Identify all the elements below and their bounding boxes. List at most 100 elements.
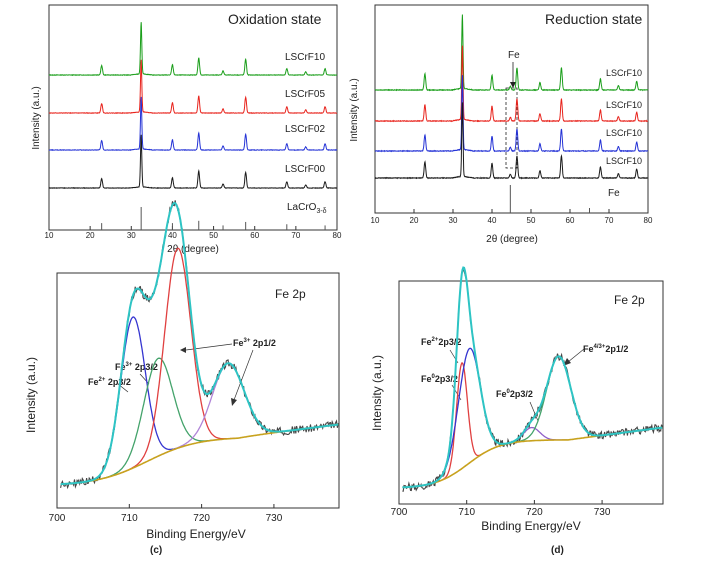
xtick-label: 710 (121, 513, 138, 524)
panel-b-plot (374, 14, 649, 213)
panel-a-series-label-3: LSCrF02 (285, 124, 325, 135)
panel-a-reference-subscript: 3-δ (316, 208, 326, 215)
panel-a-xticks: 10 20 30 40 50 60 70 80 (45, 226, 342, 240)
panel-c-arrowhead-fe3b-right (231, 398, 237, 406)
xtick-label: 50 (527, 216, 536, 225)
panel-d-title: Fe 2p (614, 293, 645, 307)
xtick-label: 10 (45, 231, 54, 240)
panel-d-annotation-fe0a-label: 2p3/2 (435, 374, 458, 384)
panel-b-series-label-1: LSCrF10 (606, 68, 642, 78)
background-fit (60, 423, 339, 485)
panel-d-ylabel: Intensity (a.u.) (370, 355, 384, 431)
panel-d-annotation-fe2-label: 2p3/2 (438, 337, 461, 347)
panel-c-plot (60, 200, 339, 490)
panel-c-ylabel: Intensity (a.u.) (24, 357, 38, 433)
panel-d-annotation-fe43-sup: 4/3+ (594, 344, 606, 350)
xrd-pattern-2 (375, 45, 649, 123)
panel-d-annotation-fe0b-sup: 0 (507, 389, 511, 395)
xtick-label: 720 (526, 507, 543, 518)
fit-component-3 (118, 247, 236, 475)
panel-c-annotation-fe3a-sup: 3+ (126, 362, 133, 368)
xrd-pattern-4 (48, 134, 337, 190)
panel-a-reference-label: LaCrO3-δ (287, 202, 327, 215)
panel-d-arrow-fe43 (567, 348, 585, 363)
xtick-label: 60 (566, 216, 575, 225)
xtick-label: 50 (209, 231, 218, 240)
panel-c: Fe 2p Intensity (a.u.) Binding Energy/eV… (24, 200, 340, 556)
panel-c-caption: (c) (150, 545, 162, 556)
xrd-pattern-3 (48, 96, 338, 152)
panel-d-xlabel: Binding Energy/eV (481, 519, 580, 533)
xrd-pattern-1 (48, 22, 338, 77)
xtick-label: 30 (449, 216, 458, 225)
xrd-pattern-2 (48, 59, 338, 115)
panel-a-series-label-4: LSCrF00 (285, 164, 325, 175)
panel-a-xlabel: 2θ (degree) (167, 244, 219, 255)
xtick-label: 10 (371, 216, 380, 225)
panel-d-annotation-fe0b-label: 2p3/2 (510, 389, 533, 399)
panel-b-fe-arrowhead (510, 82, 516, 88)
xtick-label: 30 (127, 231, 136, 240)
background-fit (402, 426, 663, 489)
panel-c-arrowhead-fe3b-left (180, 347, 186, 353)
panel-c-annotation-fe3b-label: 2p1/2 (250, 338, 276, 348)
panel-a-ylabel: Intensity (a.u.) (31, 86, 42, 149)
xtick-label: 700 (49, 513, 66, 524)
xtick-label: 20 (410, 216, 419, 225)
xrd-pattern-3 (374, 75, 649, 153)
panel-c-annotation-fe2-label: 2p3/2 (105, 377, 131, 387)
panel-d-annotation-fe0-2p32-b: Fe02p3/2 (496, 389, 533, 399)
xtick-label: 80 (644, 216, 653, 225)
panel-c-annotation-fe2-sup: 2+ (99, 377, 106, 383)
panel-c-title: Fe 2p (275, 287, 306, 301)
panel-a-title: Oxidation state (228, 11, 322, 27)
xtick-label: 40 (168, 231, 177, 240)
panel-a-series-label-2: LSCrF05 (285, 89, 325, 100)
panel-d-annotation-fe43-label: 2p1/2 (605, 344, 628, 354)
panel-d-caption: (d) (551, 545, 564, 556)
xtick-label: 40 (488, 216, 497, 225)
panel-b-title: Reduction state (545, 11, 642, 27)
xrd-pattern-4 (374, 102, 649, 180)
panel-a-frame (48, 4, 338, 231)
panel-b-xlabel: 2θ (degree) (486, 234, 538, 245)
panel-d-frame (398, 280, 664, 505)
panel-c-arrow-fe3a (139, 373, 150, 385)
panel-b-fe-dashed-box (505, 87, 518, 169)
xtick-label: 710 (458, 507, 475, 518)
panel-b-frame (374, 4, 649, 214)
xtick-label: 730 (266, 513, 283, 524)
panel-d-arrow-fe0b (529, 401, 539, 422)
panel-c-arrow-fe3b-right (233, 349, 254, 401)
fit-component-2 (93, 357, 223, 482)
xtick-label: 70 (605, 216, 614, 225)
xtick-label: 60 (250, 231, 259, 240)
xtick-label: 70 (291, 231, 300, 240)
panel-c-annotation-fe2-2p32: Fe2+ 2p3/2 (88, 377, 131, 387)
panel-b-xticks: 10 20 30 40 50 60 70 80 (371, 209, 653, 225)
panel-b-series-label-2: LSCrF10 (606, 100, 642, 110)
panel-b-series-label-3: LSCrF10 (606, 128, 642, 138)
envelope-fit (60, 201, 339, 486)
panel-c-annotation-fe3b-sup: 3+ (244, 338, 251, 344)
panel-c-annotation-fe3-2p12: Fe3+ 2p1/2 (233, 338, 276, 348)
fit-component-4 (503, 355, 613, 446)
panel-b-reference-label: Fe (608, 188, 620, 199)
xtick-label: 720 (193, 513, 210, 524)
xtick-label: 700 (391, 507, 408, 518)
xtick-label: 20 (86, 231, 95, 240)
panel-a-reference-name: LaCrO (287, 202, 317, 213)
panel-d-plot (402, 266, 663, 492)
panel-c-frame (56, 272, 340, 509)
panel-d-annotation-fe0-2p32-a: Fe02p3/2 (421, 374, 458, 384)
fit-component-1 (437, 362, 486, 483)
panel-a-plot (48, 22, 338, 230)
xtick-label: 730 (594, 507, 611, 518)
panel-a-series-label-1: LSCrF10 (285, 52, 325, 63)
panel-c-xticks: 700 710 720 730 (49, 504, 283, 524)
panel-d-annotation-fe2-2p32: Fe2+2p3/2 (421, 337, 461, 347)
xtick-label: 80 (333, 231, 342, 240)
panel-d-annotation-fe0a-sup: 0 (432, 374, 436, 380)
panel-d-annotation-fe2-sup: 2+ (432, 337, 439, 343)
